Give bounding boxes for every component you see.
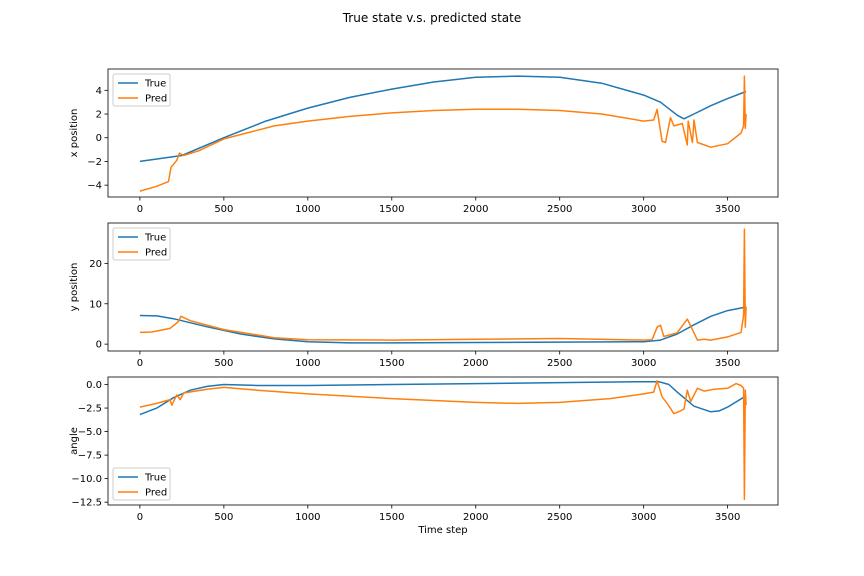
x-tick-label: 3000	[631, 358, 656, 369]
y-tick-label: −7.5	[78, 451, 102, 462]
y-tick-label: −10.0	[71, 474, 102, 485]
series-line-true	[139, 75, 747, 163]
x-tick-label: 3500	[715, 358, 740, 369]
x-tick-label: 1000	[295, 512, 320, 523]
x-tick-label: 2000	[463, 512, 488, 523]
x-tick-label: 1500	[379, 358, 404, 369]
legend-label-pred: Pred	[145, 488, 167, 499]
x-tick-label: 1000	[295, 204, 320, 215]
subplot-3: 0 500 1000 1500 2000 2500 3000 3500 0.0 −2.5 −5.0 −…	[69, 376, 779, 523]
x-tick-label: 1500	[379, 204, 404, 215]
y-tick-label: 2	[96, 110, 102, 121]
series-line-true	[139, 306, 747, 344]
y-tick-label: −12.5	[71, 498, 102, 509]
y-axis-label: x position	[69, 109, 80, 158]
y-tick-label: 20	[89, 259, 102, 270]
subplot-1: 0 500 1000 1500 2000 2500 3000 3500 −4 −2 0 2 4 x pos…	[69, 68, 779, 215]
x-tick-label: 1500	[379, 512, 404, 523]
legend-label-true: True	[144, 79, 166, 90]
x-tick-label: 500	[214, 512, 233, 523]
x-tick-label: 500	[214, 204, 233, 215]
legend-label-true: True	[144, 473, 166, 484]
y-tick-label: 4	[96, 86, 102, 97]
y-tick-label: 0	[96, 133, 102, 144]
figure-title: True state v.s. predicted state	[342, 11, 522, 25]
y-tick-label: −4	[87, 181, 102, 192]
axes-frame	[107, 376, 779, 506]
y-tick-label: −2	[87, 157, 102, 168]
legend-label-pred: Pred	[145, 248, 167, 259]
series-line-pred	[139, 75, 747, 192]
x-tick-label: 1000	[295, 358, 320, 369]
series-line-pred	[139, 380, 747, 501]
legend-label-pred: Pred	[145, 94, 167, 105]
legend: True Pred	[112, 227, 171, 261]
y-axis-label: y position	[69, 263, 80, 312]
y-axis-label: angle	[69, 427, 80, 455]
axes-frame	[107, 222, 779, 352]
x-tick-label: 3000	[631, 204, 656, 215]
series-line-pred	[139, 228, 747, 341]
x-tick-label: 0	[137, 204, 143, 215]
x-axis-label: Time step	[417, 525, 467, 536]
legend: True Pred	[112, 73, 171, 107]
x-tick-label: 500	[214, 358, 233, 369]
y-tick-label: 10	[89, 299, 102, 310]
x-tick-label: 2000	[463, 204, 488, 215]
subplot-2: 0 500 1000 1500 2000 2500 3000 3500 0 10 20 y posit…	[69, 222, 779, 369]
x-tick-label: 0	[137, 512, 143, 523]
y-tick-label: −5.0	[78, 427, 102, 438]
legend-label-true: True	[144, 233, 166, 244]
y-tick-label: 0	[96, 340, 102, 351]
series-line-true	[139, 380, 747, 416]
x-tick-label: 3000	[631, 512, 656, 523]
axes-frame	[107, 68, 779, 198]
x-tick-label: 2000	[463, 358, 488, 369]
x-tick-label: 3500	[715, 204, 740, 215]
legend: True Pred	[112, 467, 171, 501]
y-tick-label: −2.5	[78, 404, 102, 415]
x-tick-label: 2500	[547, 358, 572, 369]
x-tick-label: 0	[137, 358, 143, 369]
y-tick-label: 0.0	[86, 380, 102, 391]
x-tick-label: 2500	[547, 512, 572, 523]
x-tick-label: 2500	[547, 204, 572, 215]
x-tick-label: 3500	[715, 512, 740, 523]
